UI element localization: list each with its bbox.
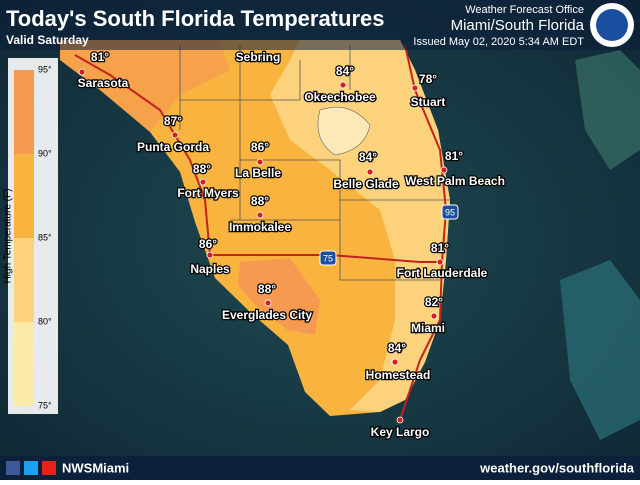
city-dot <box>339 81 347 89</box>
city-dot <box>171 131 179 139</box>
city-temp: 84° <box>388 341 406 355</box>
city-temp: 84° <box>359 150 377 164</box>
city-name: Okeechobee <box>304 90 376 104</box>
office: Weather Forecast Office <box>465 4 584 16</box>
facebook-icon[interactable] <box>6 461 20 475</box>
city-temp: 78° <box>419 72 437 86</box>
city-name: Naples <box>190 262 230 276</box>
city-name: Everglades City <box>222 308 312 322</box>
legend-label: High Temperature (F) <box>3 189 14 284</box>
city-name: Stuart <box>411 95 446 109</box>
warm-zone <box>60 40 230 132</box>
title: Today's South Florida Temperatures <box>6 6 384 31</box>
cities: 81° Sarasota Sebring 84° Okeechobee 78° Stuart… <box>76 49 506 441</box>
header-bar <box>0 0 640 50</box>
cooler-zone <box>270 40 450 412</box>
city-name: Immokalee <box>229 220 291 234</box>
city-dot <box>440 166 448 174</box>
location: Miami/South Florida <box>451 17 585 34</box>
twitter-icon[interactable] <box>24 461 38 475</box>
city-temp: 88° <box>251 194 269 208</box>
city-dot <box>366 168 374 176</box>
city-temp: 88° <box>193 162 211 176</box>
county-lines <box>179 45 450 281</box>
city-temp: 87° <box>164 114 182 128</box>
city-name: Homestead <box>366 368 431 382</box>
legend-tick-label: 80° <box>38 316 52 326</box>
city-name: West Palm Beach <box>405 174 505 188</box>
city-temp: 88° <box>258 282 276 296</box>
city-dot <box>430 312 438 320</box>
city-temp: 86° <box>251 140 269 154</box>
city-dot <box>411 84 419 92</box>
city-name: Fort Myers <box>177 186 239 200</box>
youtube-icon[interactable] <box>42 461 56 475</box>
bahamas-bank <box>560 260 640 440</box>
city-name: Miami <box>411 321 445 335</box>
bahamas <box>575 50 640 170</box>
city-name: Key Largo <box>371 425 430 439</box>
highway-number: 75 <box>323 253 333 263</box>
city-dot <box>199 178 207 186</box>
url[interactable]: weather.gov/southflorida <box>479 460 635 475</box>
city-temp: 84° <box>336 64 354 78</box>
legend-swatch <box>14 154 34 238</box>
city-dot <box>78 68 86 76</box>
city-temp: 81° <box>445 149 463 163</box>
city-name: Fort Lauderdale <box>397 266 488 280</box>
city-temp: 86° <box>199 237 217 251</box>
city-name: Belle Glade <box>333 177 399 191</box>
city-dot <box>396 416 404 424</box>
nws-logo-inner <box>596 9 628 41</box>
city-temp: 82° <box>425 295 443 309</box>
legend-tick-label: 75° <box>38 400 52 410</box>
legend-tick-label: 95° <box>38 64 52 74</box>
city-name: Sebring <box>236 50 281 64</box>
city-dot <box>256 158 264 166</box>
highway-shield <box>441 204 459 220</box>
highways <box>74 44 448 421</box>
city-temp: 81° <box>431 241 449 255</box>
handle: NWSMiami <box>62 460 129 475</box>
city-dot <box>436 258 444 266</box>
subtitle: Valid Saturday <box>6 33 89 47</box>
city-dot <box>391 358 399 366</box>
warm-zone <box>238 258 320 335</box>
city-temp: 81° <box>91 50 109 64</box>
legend-swatch <box>14 238 34 322</box>
city-dot <box>206 251 214 259</box>
city-name: Punta Gorda <box>137 140 209 154</box>
highway-shield <box>319 250 337 266</box>
city-dot <box>256 211 264 219</box>
legend-tick-label: 90° <box>38 148 52 158</box>
legend-tick-label: 85° <box>38 232 52 242</box>
legend-swatch <box>14 322 34 406</box>
city-dot <box>264 299 272 307</box>
city-name: La Belle <box>235 166 281 180</box>
issued: Issued May 02, 2020 5:34 AM EDT <box>413 36 584 48</box>
lake-okeechobee <box>317 106 371 156</box>
city-name: Sarasota <box>78 76 129 90</box>
legend: High Temperature (F) 95° 90° 85° 80° 75° <box>3 58 58 414</box>
footer-bar <box>0 456 640 480</box>
highway-number: 95 <box>445 207 455 217</box>
legend-swatch <box>14 70 34 154</box>
